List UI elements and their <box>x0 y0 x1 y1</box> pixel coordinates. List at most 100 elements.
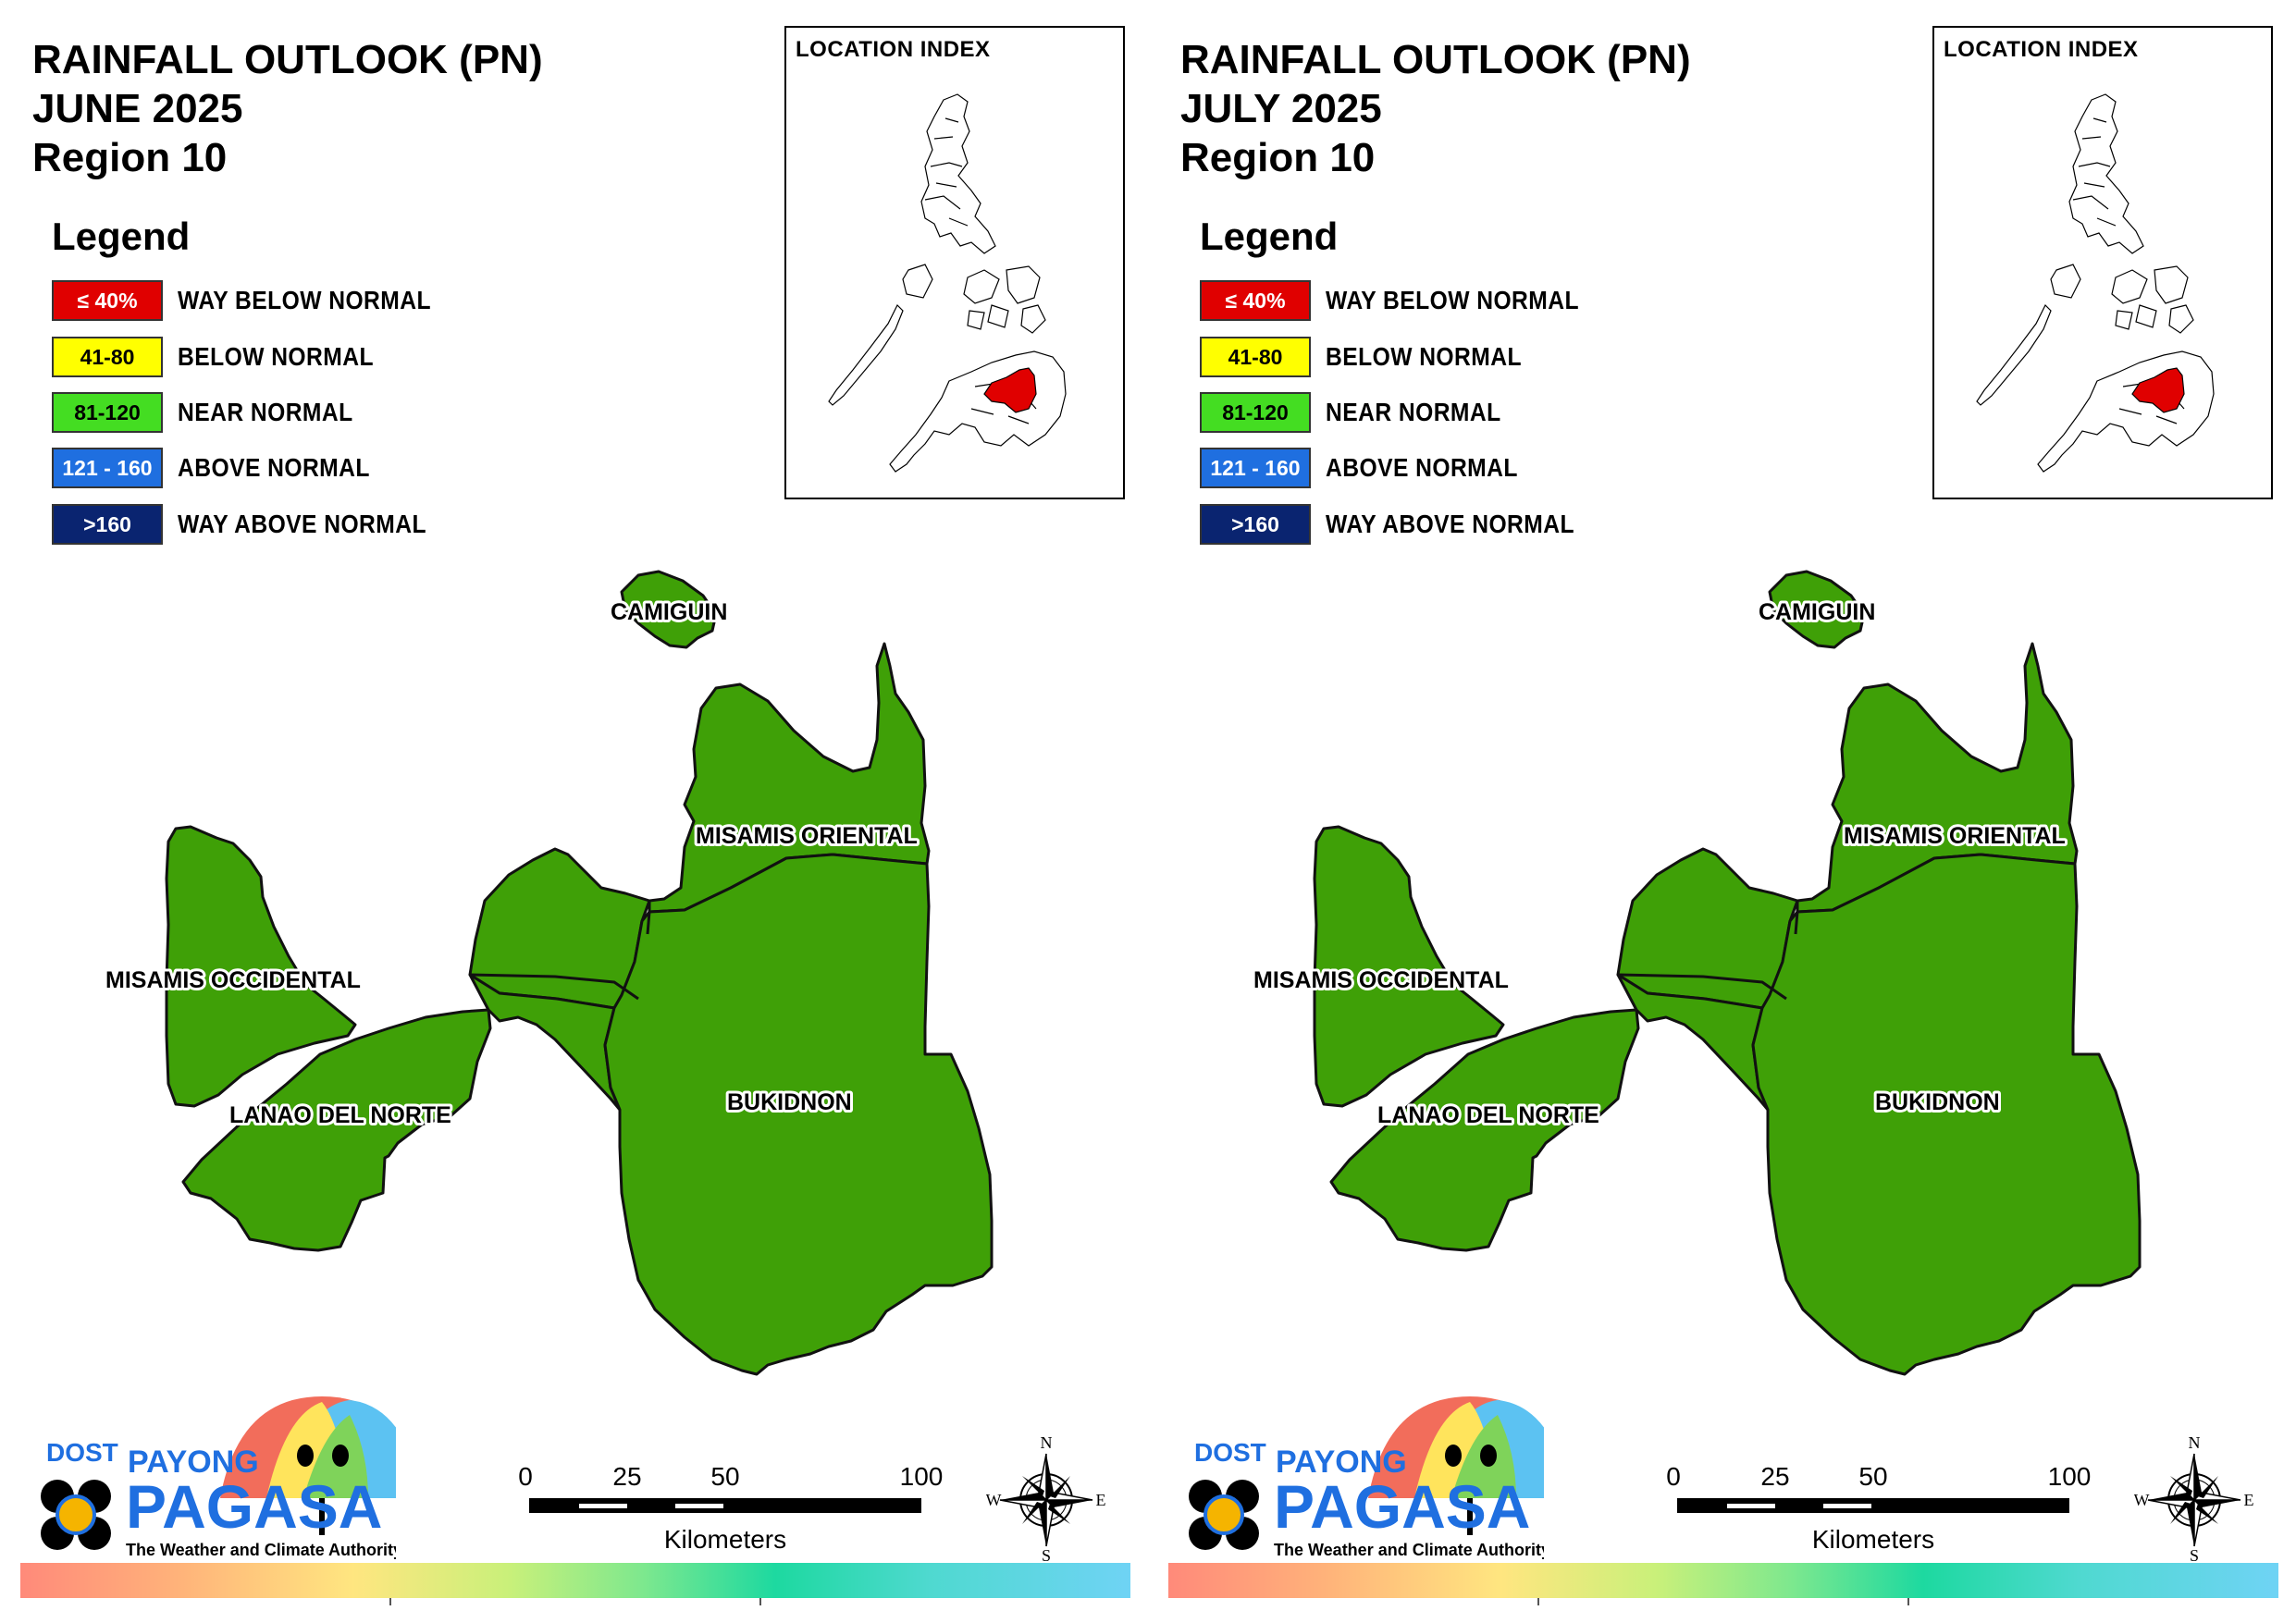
title-line-2: JUNE 2025 <box>32 86 243 131</box>
legend-swatch: 41-80 <box>1200 337 1311 377</box>
compass-s: S <box>2190 1546 2199 1563</box>
label-camiguin: CAMIGUIN <box>1759 599 1875 625</box>
bottom-strip-ticks <box>1537 1598 1909 1605</box>
scale-unit: Kilometers <box>1812 1525 1934 1554</box>
umbrella-mascot-icon <box>220 1396 424 1535</box>
legend-swatch: >160 <box>52 504 163 545</box>
title-line-3: Region 10 <box>32 135 228 180</box>
compass-e: E <box>2244 1491 2254 1509</box>
payong-pagasa-logo: DOST PAYONG PAGASA The Weather and Clima… <box>1183 1387 1572 1563</box>
label-bukidnon: BUKIDNON <box>727 1089 852 1115</box>
june-outlook-panel: RAINFALL OUTLOOK (PN) JUNE 2025 Region 1… <box>20 26 1130 1605</box>
legend-label: WAY BELOW NORMAL <box>1326 286 1579 314</box>
legend-swatch: ≤ 40% <box>1200 280 1311 321</box>
bottom-color-strip <box>20 1563 1130 1598</box>
title-line-2: JULY 2025 <box>1180 86 1382 131</box>
label-camiguin: CAMIGUIN <box>611 599 727 625</box>
philippines-outline-map <box>1976 93 2215 473</box>
compass-e: E <box>1096 1491 1106 1509</box>
legend-title: Legend <box>1200 215 1339 258</box>
province-bukidnon <box>603 853 994 1376</box>
province-bukidnon <box>1751 853 2142 1376</box>
compass-n: N <box>1041 1433 1053 1452</box>
province-misamis-occidental <box>1313 825 1505 1108</box>
bottom-strip-ticks <box>389 1598 761 1605</box>
compass-s: S <box>1042 1546 1051 1563</box>
scale-label-25: 25 <box>1760 1462 1789 1491</box>
legend-title: Legend <box>52 215 191 258</box>
scale-label-25: 25 <box>612 1462 641 1491</box>
legend-label: WAY ABOVE NORMAL <box>1326 510 1574 538</box>
scale-unit: Kilometers <box>664 1525 786 1554</box>
map-title: RAINFALL OUTLOOK (PN) JULY 2025 Region 1… <box>1180 35 1691 182</box>
province-camiguin <box>620 570 718 649</box>
compass-rose-icon: N S E W <box>2134 1433 2254 1565</box>
legend-label: ABOVE NORMAL <box>1326 453 1518 482</box>
compass-n: N <box>2189 1433 2201 1452</box>
logo-payong: PAYONG <box>1276 1445 1407 1480</box>
logo-payong: PAYONG <box>128 1445 259 1480</box>
region-10-highlight <box>983 367 1037 413</box>
legend-label: BELOW NORMAL <box>1326 342 1522 371</box>
region-10-map: CAMIGUIN MISAMIS ORIENTAL MISAMIS OCCIDE… <box>103 570 994 1376</box>
province-lanao-del-norte <box>1329 1008 1640 1252</box>
label-bukidnon: BUKIDNON <box>1875 1089 2000 1115</box>
logo-pagasa: PAGASA <box>126 1472 382 1541</box>
label-misamis-occidental: MISAMIS OCCIDENTAL <box>1253 967 1509 993</box>
legend-swatch: 121 - 160 <box>52 448 163 488</box>
logo-tagline: The Weather and Climate Authority <box>126 1541 396 1559</box>
label-lanao-del-norte: LANAO DEL NORTE <box>229 1102 451 1128</box>
scale-label-100: 100 <box>2048 1462 2092 1491</box>
legend-label: WAY ABOVE NORMAL <box>178 510 426 538</box>
inset-title: LOCATION INDEX <box>1944 37 2139 62</box>
province-misamis-occidental <box>165 825 357 1108</box>
legend-label: ABOVE NORMAL <box>178 453 370 482</box>
logo-pagasa: PAGASA <box>1274 1472 1530 1541</box>
legend-swatch: >160 <box>1200 504 1311 545</box>
logo-tagline: The Weather and Climate Authority <box>1274 1541 1544 1559</box>
scale-label-100: 100 <box>900 1462 944 1491</box>
province-lanao-del-norte <box>181 1008 492 1252</box>
philippines-outline-map <box>828 93 1067 473</box>
label-lanao-del-norte: LANAO DEL NORTE <box>1377 1102 1599 1128</box>
region-10-map: CAMIGUIN MISAMIS ORIENTAL MISAMIS OCCIDE… <box>1251 570 2142 1376</box>
legend-swatch: 81-120 <box>1200 392 1311 433</box>
legend-swatch: 41-80 <box>52 337 163 377</box>
scale-bar: 0 25 50 100 Kilometers <box>1666 1452 2092 1563</box>
payong-pagasa-logo: DOST PAYONG PAGASA The Weather and Clima… <box>35 1387 424 1563</box>
title-line-1: RAINFALL OUTLOOK (PN) <box>32 37 543 82</box>
scale-bar: 0 25 50 100 Kilometers <box>518 1452 944 1563</box>
scale-label-50: 50 <box>710 1462 739 1491</box>
scale-label-0: 0 <box>518 1462 533 1491</box>
legend-label: WAY BELOW NORMAL <box>178 286 431 314</box>
dost-logo-icon <box>1189 1480 1259 1550</box>
legend-swatch: ≤ 40% <box>52 280 163 321</box>
legend-swatch: 81-120 <box>52 392 163 433</box>
title-line-1: RAINFALL OUTLOOK (PN) <box>1180 37 1691 82</box>
july-outlook-panel: RAINFALL OUTLOOK (PN) JULY 2025 Region 1… <box>1148 0 2296 1623</box>
dost-logo-icon <box>41 1480 111 1550</box>
province-lanao-del-norte-east <box>1616 847 1799 1010</box>
province-camiguin <box>1768 570 1866 649</box>
bottom-color-strip <box>1168 1563 2278 1598</box>
scale-label-0: 0 <box>1666 1462 1681 1491</box>
region-10-highlight <box>2131 367 2185 413</box>
location-index-inset: LOCATION INDEX <box>1932 26 2273 499</box>
title-line-3: Region 10 <box>1180 135 1376 180</box>
label-misamis-occidental: MISAMIS OCCIDENTAL <box>105 967 361 993</box>
scale-label-50: 50 <box>1858 1462 1887 1491</box>
logo-dost: DOST <box>46 1438 118 1467</box>
province-lanao-del-norte-east <box>468 847 651 1010</box>
compass-w: W <box>986 1491 1002 1509</box>
legend-swatch: 121 - 160 <box>1200 448 1311 488</box>
umbrella-mascot-icon <box>1368 1396 1572 1535</box>
label-misamis-oriental: MISAMIS ORIENTAL <box>696 823 918 849</box>
location-index-inset: LOCATION INDEX <box>784 26 1125 499</box>
legend-label: NEAR NORMAL <box>178 398 353 426</box>
label-misamis-oriental: MISAMIS ORIENTAL <box>1844 823 2066 849</box>
compass-w: W <box>2134 1491 2150 1509</box>
legend-label: NEAR NORMAL <box>1326 398 1501 426</box>
map-title: RAINFALL OUTLOOK (PN) JUNE 2025 Region 1… <box>32 35 543 182</box>
legend-label: BELOW NORMAL <box>178 342 374 371</box>
inset-title: LOCATION INDEX <box>796 37 991 62</box>
